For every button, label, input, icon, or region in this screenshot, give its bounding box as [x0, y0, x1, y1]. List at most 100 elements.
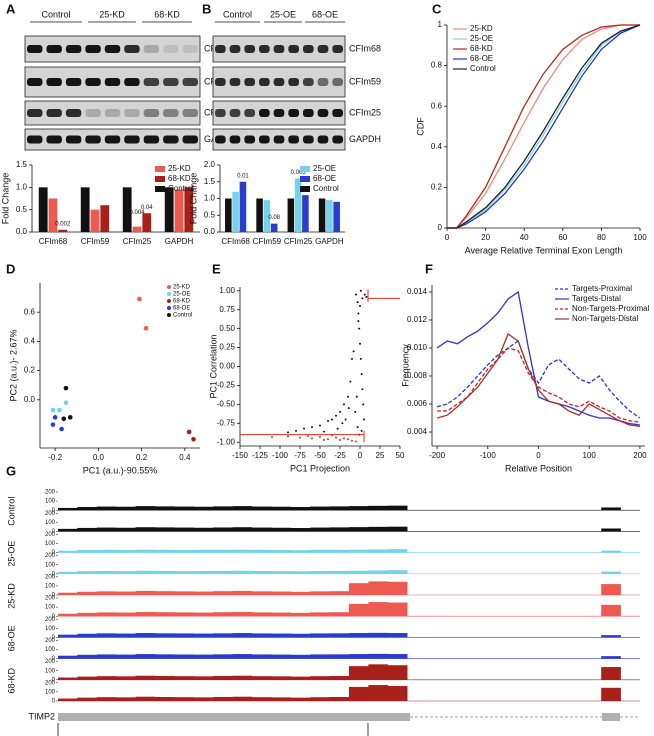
legend-swatch [155, 176, 165, 182]
point [50, 407, 56, 413]
coverage-bin [174, 676, 195, 680]
coverage-bin [271, 571, 292, 574]
coverage-bin [329, 696, 350, 701]
coverage-bin [310, 506, 330, 511]
coverage-bin [155, 527, 175, 532]
blot-band [259, 45, 270, 53]
series-line [447, 24, 640, 229]
x-tick-label: -0.2 [48, 453, 62, 462]
track-tick-label: 200 [45, 574, 56, 580]
blot-band [244, 109, 255, 117]
y-tick-label: 0.014 [407, 287, 428, 296]
coverage-bin [232, 633, 253, 638]
coverage-bin [213, 612, 233, 617]
coverage-bin [96, 633, 117, 638]
legend-swatch [167, 313, 171, 317]
y-tick-label: 0.00 [219, 362, 235, 371]
coverage-bin [116, 506, 136, 511]
legend-label: Non-Targets-Proximal [572, 304, 650, 313]
point [299, 436, 301, 439]
legend-label: 25-OE [470, 34, 493, 43]
x-axis-label: PC1 (a.u.)-90.55% [83, 465, 158, 475]
y-tick-label: -0.75 [217, 418, 236, 427]
blot-band [317, 45, 329, 53]
blot-band [65, 109, 82, 117]
coverage-bin [271, 506, 292, 511]
track-tick-label: 100 [45, 689, 56, 695]
track-tick-label: 200 [45, 490, 56, 496]
point [303, 427, 305, 430]
y-tick-label: 0.006 [407, 399, 428, 408]
coverage-bin [116, 633, 136, 638]
coverage-bin [58, 655, 78, 659]
blot-band [303, 135, 314, 144]
panel-label: B [202, 1, 211, 16]
point [61, 416, 67, 422]
coverage-bin [329, 570, 350, 574]
x-tick-label: 0.0 [93, 453, 105, 462]
point [359, 289, 362, 292]
track-tick-label: 200 [45, 553, 56, 559]
blot-band [229, 135, 241, 144]
y-tick-label: 0.4 [24, 337, 36, 346]
x-axis-label: PC1 Projection [290, 463, 350, 473]
coverage-bin [290, 697, 311, 701]
blot-band [104, 45, 121, 53]
blot-band [288, 109, 299, 117]
point [358, 327, 361, 330]
coverage-bin [329, 633, 350, 638]
x-axis-label: Relative Position [505, 463, 572, 473]
bar [132, 226, 142, 232]
coverage-bin [329, 654, 350, 659]
series-line [447, 24, 641, 229]
coverage-bin [601, 571, 621, 574]
x-axis-label: Average Relative Terminal Exon Length [465, 245, 623, 255]
bar [100, 205, 110, 232]
point [355, 440, 357, 443]
coverage-bin [135, 549, 156, 553]
legend-label: 68-OE [173, 306, 190, 312]
x-tick-label: -100 [272, 451, 289, 460]
coverage-bin [213, 675, 233, 680]
x-tick-label: -150 [232, 451, 249, 460]
bar [333, 201, 340, 232]
coverage-bin [77, 527, 98, 532]
coverage-bin [155, 654, 175, 659]
track-tick-label: 0 [52, 635, 56, 641]
legend-label: 25-KD [173, 285, 191, 291]
coverage-bin [96, 612, 117, 617]
point [357, 312, 360, 315]
blot-band [244, 45, 255, 53]
point [327, 420, 329, 423]
coverage-bin [387, 505, 408, 511]
blot-band [182, 45, 198, 53]
coverage-bin [271, 633, 292, 638]
legend-label: 25-KD [470, 24, 493, 33]
coverage-bin [387, 549, 408, 553]
y-tick-label: 0.0 [16, 227, 28, 236]
point [355, 395, 358, 398]
coverage-bin [387, 685, 408, 701]
coverage-bin [387, 526, 408, 532]
x-tick-label: 20 [481, 233, 490, 242]
blot-band [163, 109, 179, 117]
bar [58, 229, 68, 232]
point [347, 438, 349, 441]
track-tick-label: 100 [45, 562, 56, 568]
lane-group-label: 68-OE [312, 9, 338, 19]
coverage-bin [387, 654, 408, 659]
track-group-label: 68-OE [6, 625, 16, 651]
coverage-bin [135, 612, 156, 617]
point [355, 293, 357, 296]
y-axis-label: CDF [415, 117, 425, 136]
coverage-bin [116, 527, 136, 532]
coverage-bin [271, 676, 292, 680]
coverage-bin [77, 612, 98, 617]
coverage-bin [213, 506, 233, 511]
y-tick-label: 0.25 [219, 343, 235, 352]
legend-label: 68-KD [173, 299, 191, 305]
track-tick-label: 100 [45, 626, 56, 632]
coverage-bin [349, 666, 369, 680]
coverage-bin [271, 591, 292, 595]
legend-label: 25-OE [173, 292, 190, 298]
